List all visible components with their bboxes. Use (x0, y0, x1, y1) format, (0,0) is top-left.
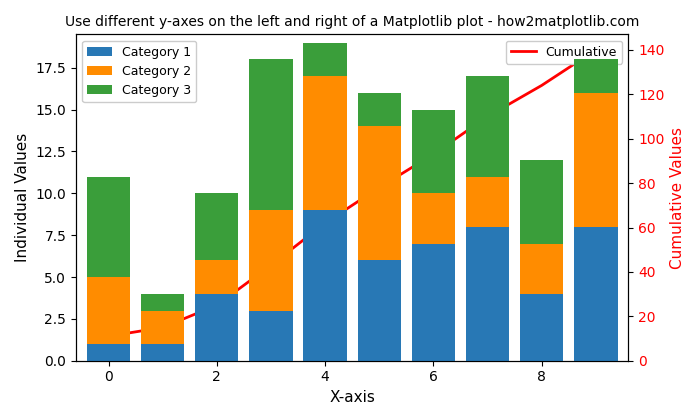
Bar (466, 227, 509, 361)
Cumulative (375, 185, 384, 190)
Bar (195, 193, 239, 260)
Bar (520, 244, 564, 294)
Bar (358, 260, 401, 361)
Bar (412, 244, 455, 361)
Bar (520, 294, 564, 361)
Bar (520, 160, 564, 244)
Bar (574, 227, 617, 361)
Bar (87, 344, 130, 361)
Cumulative (321, 220, 329, 226)
X-axis label: X-axis: X-axis (329, 390, 375, 405)
Legend: Category 1, Category 2, Category 3: Category 1, Category 2, Category 3 (83, 41, 197, 102)
Cumulative (538, 83, 546, 88)
Bar (358, 126, 401, 260)
Cumulative (213, 303, 221, 308)
Bar (249, 210, 293, 310)
Bar (466, 176, 509, 227)
Line: Cumulative: Cumulative (108, 50, 596, 336)
Bar (249, 60, 293, 210)
Bar (412, 193, 455, 244)
Cumulative (104, 334, 113, 339)
Bar (358, 93, 401, 126)
Y-axis label: Cumulative Values: Cumulative Values (670, 126, 685, 268)
Bar (87, 277, 130, 344)
Cumulative (158, 325, 167, 330)
Cumulative (592, 47, 600, 52)
Bar (141, 294, 184, 310)
Bar (195, 294, 239, 361)
Bar (304, 76, 346, 210)
Bar (304, 210, 346, 361)
Title: Use different y-axes on the left and right of a Matplotlib plot - how2matplotlib: Use different y-axes on the left and rig… (65, 15, 639, 29)
Bar (574, 93, 617, 227)
Y-axis label: Individual Values: Individual Values (15, 133, 30, 262)
Bar (304, 43, 346, 76)
Bar (195, 260, 239, 294)
Bar (141, 310, 184, 344)
Bar (141, 344, 184, 361)
Bar (87, 176, 130, 277)
Bar (574, 60, 617, 93)
Bar (249, 310, 293, 361)
Bar (466, 76, 509, 176)
Cumulative (267, 263, 275, 268)
Cumulative (484, 114, 492, 119)
Cumulative (429, 152, 438, 157)
Legend: Cumulative: Cumulative (505, 41, 622, 63)
Bar (412, 110, 455, 193)
